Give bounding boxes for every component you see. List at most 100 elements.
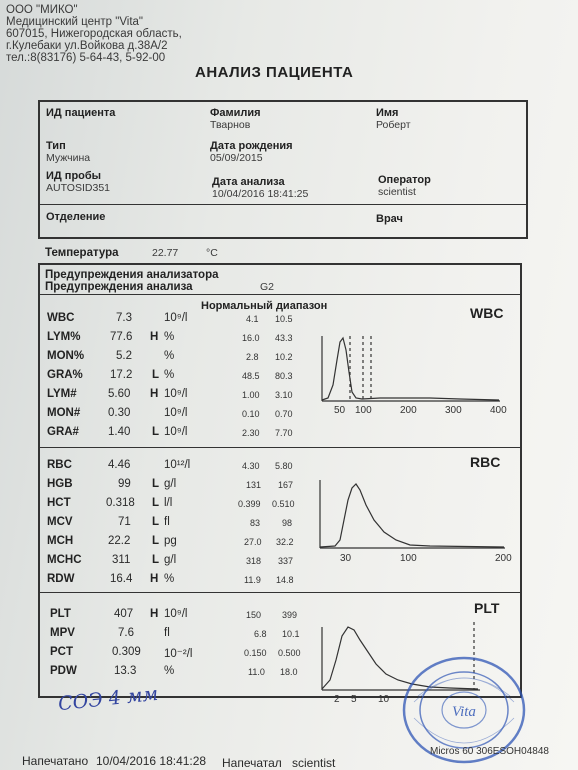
range-low: 4.30 <box>242 461 260 471</box>
range-low: 11.9 <box>244 575 261 585</box>
range-high: 337 <box>278 556 294 566</box>
surname-value: Тварнов <box>210 119 251 131</box>
param-name: GRA% <box>47 369 83 381</box>
param-unit: 10⁹/l <box>164 312 188 324</box>
range-high: 10.1 <box>282 629 300 639</box>
clinic-address-2: г.Кулебаки ул.Войкова д.38А/2 <box>6 40 168 52</box>
param-value: 71 <box>118 516 131 528</box>
operator-label: Оператор <box>378 174 431 186</box>
warnings-divider <box>38 294 522 295</box>
param-value: 13.3 <box>114 665 137 677</box>
sample-id-label: ИД пробы <box>46 170 102 182</box>
param-name: RBC <box>47 459 72 471</box>
param-unit: 10⁹/l <box>164 407 188 419</box>
param-value: 0.309 <box>112 646 141 658</box>
patient-id-label: ИД пациента <box>46 107 116 119</box>
clinic-address-1: 607015, Нижегородская область, <box>6 28 182 40</box>
dob-label: Дата рождения <box>210 140 293 152</box>
range-low: 2.30 <box>242 428 260 438</box>
clinic-phone: тел.:8(83176) 5-64-43, 5-92-00 <box>6 52 166 64</box>
plt-section-title: PLT <box>474 600 500 616</box>
wbc-histogram <box>321 336 500 402</box>
rbc-plt-divider <box>38 592 522 593</box>
analyzer-warnings-label: Предупреждения анализатора <box>45 269 219 281</box>
results-box <box>38 263 522 698</box>
range-low: 6.8 <box>254 629 267 639</box>
range-high: 5.80 <box>275 461 293 471</box>
param-value: 99 <box>118 478 131 490</box>
range-high: 0.70 <box>275 409 293 419</box>
temperature-label: Температура <box>45 247 119 259</box>
param-flag: L <box>152 369 160 381</box>
param-name: MCH <box>47 535 74 547</box>
range-low: 150 <box>246 610 262 620</box>
range-high: 80.3 <box>275 371 293 381</box>
wbc-tick-100: 100 <box>355 405 372 416</box>
range-low: 2.8 <box>246 352 259 362</box>
range-high: 7.70 <box>275 428 293 438</box>
plt-tick-10: 10 <box>378 694 390 705</box>
param-unit: pg <box>164 535 177 547</box>
range-high: 18.0 <box>280 667 298 677</box>
param-value: 22.2 <box>108 535 131 547</box>
param-unit: % <box>164 573 175 585</box>
printed-label: Напечатано <box>22 754 89 768</box>
param-value: 16.4 <box>110 573 133 585</box>
normal-range-label: Нормальный диапазон <box>201 300 328 312</box>
param-unit: g/l <box>164 478 177 490</box>
param-value: 7.6 <box>118 627 134 639</box>
printed-by-label: Напечатал <box>222 756 282 770</box>
wbc-tick-300: 300 <box>445 405 462 416</box>
wbc-section-title: WBC <box>470 305 504 321</box>
param-value: 311 <box>112 554 131 566</box>
name-label: Имя <box>376 107 399 119</box>
range-low: 1.00 <box>242 390 260 400</box>
param-unit: % <box>164 369 175 381</box>
plt-histogram <box>321 622 480 691</box>
plt-tick-5: 5 <box>351 694 357 705</box>
param-unit: % <box>164 331 175 343</box>
param-value: 407 <box>114 608 134 620</box>
param-unit: fl <box>164 516 170 528</box>
param-name: LYM# <box>47 388 77 400</box>
param-name: HGB <box>47 478 73 490</box>
param-value: 5.60 <box>108 388 131 400</box>
range-high: 43.3 <box>275 333 293 343</box>
param-flag: L <box>152 554 160 566</box>
analysis-warnings-value: G2 <box>260 281 275 293</box>
range-high: 167 <box>278 480 294 490</box>
analysis-date-label: Дата анализа <box>212 176 285 188</box>
param-value: 1.40 <box>108 426 131 438</box>
range-low: 0.150 <box>244 648 267 658</box>
param-name: HCT <box>47 497 71 509</box>
param-flag: L <box>152 497 160 509</box>
department-label: Отделение <box>46 211 106 223</box>
param-flag: L <box>152 478 160 490</box>
range-low: 131 <box>246 480 262 490</box>
stamp-seal-icon: Vita <box>402 656 526 764</box>
param-value: 5.2 <box>116 350 132 362</box>
wbc-tick-400: 400 <box>490 405 507 416</box>
rbc-section-title: RBC <box>470 454 501 470</box>
param-value: 17.2 <box>110 369 133 381</box>
param-flag: H <box>150 573 159 585</box>
range-high: 10.2 <box>275 352 293 362</box>
range-low: 0.10 <box>242 409 260 419</box>
printed-date: 10/04/2016 18:41:28 <box>96 754 207 768</box>
param-unit: 10⁹/l <box>164 608 188 620</box>
param-flag: L <box>152 516 160 528</box>
param-flag: H <box>150 608 159 620</box>
rbc-tick-200: 200 <box>495 553 512 564</box>
stamp-logo-text: Vita <box>452 704 476 720</box>
param-flag: L <box>152 426 160 438</box>
plt-curve <box>321 626 479 690</box>
param-value: 0.318 <box>106 497 135 509</box>
param-value: 0.30 <box>108 407 131 419</box>
param-flag: H <box>150 331 159 343</box>
range-low: 318 <box>246 556 262 566</box>
param-unit: g/l <box>164 554 177 566</box>
param-name: PLT <box>50 608 71 620</box>
range-low: 4.1 <box>246 314 259 324</box>
param-name: RDW <box>47 573 75 585</box>
range-low: 48.5 <box>242 371 260 381</box>
